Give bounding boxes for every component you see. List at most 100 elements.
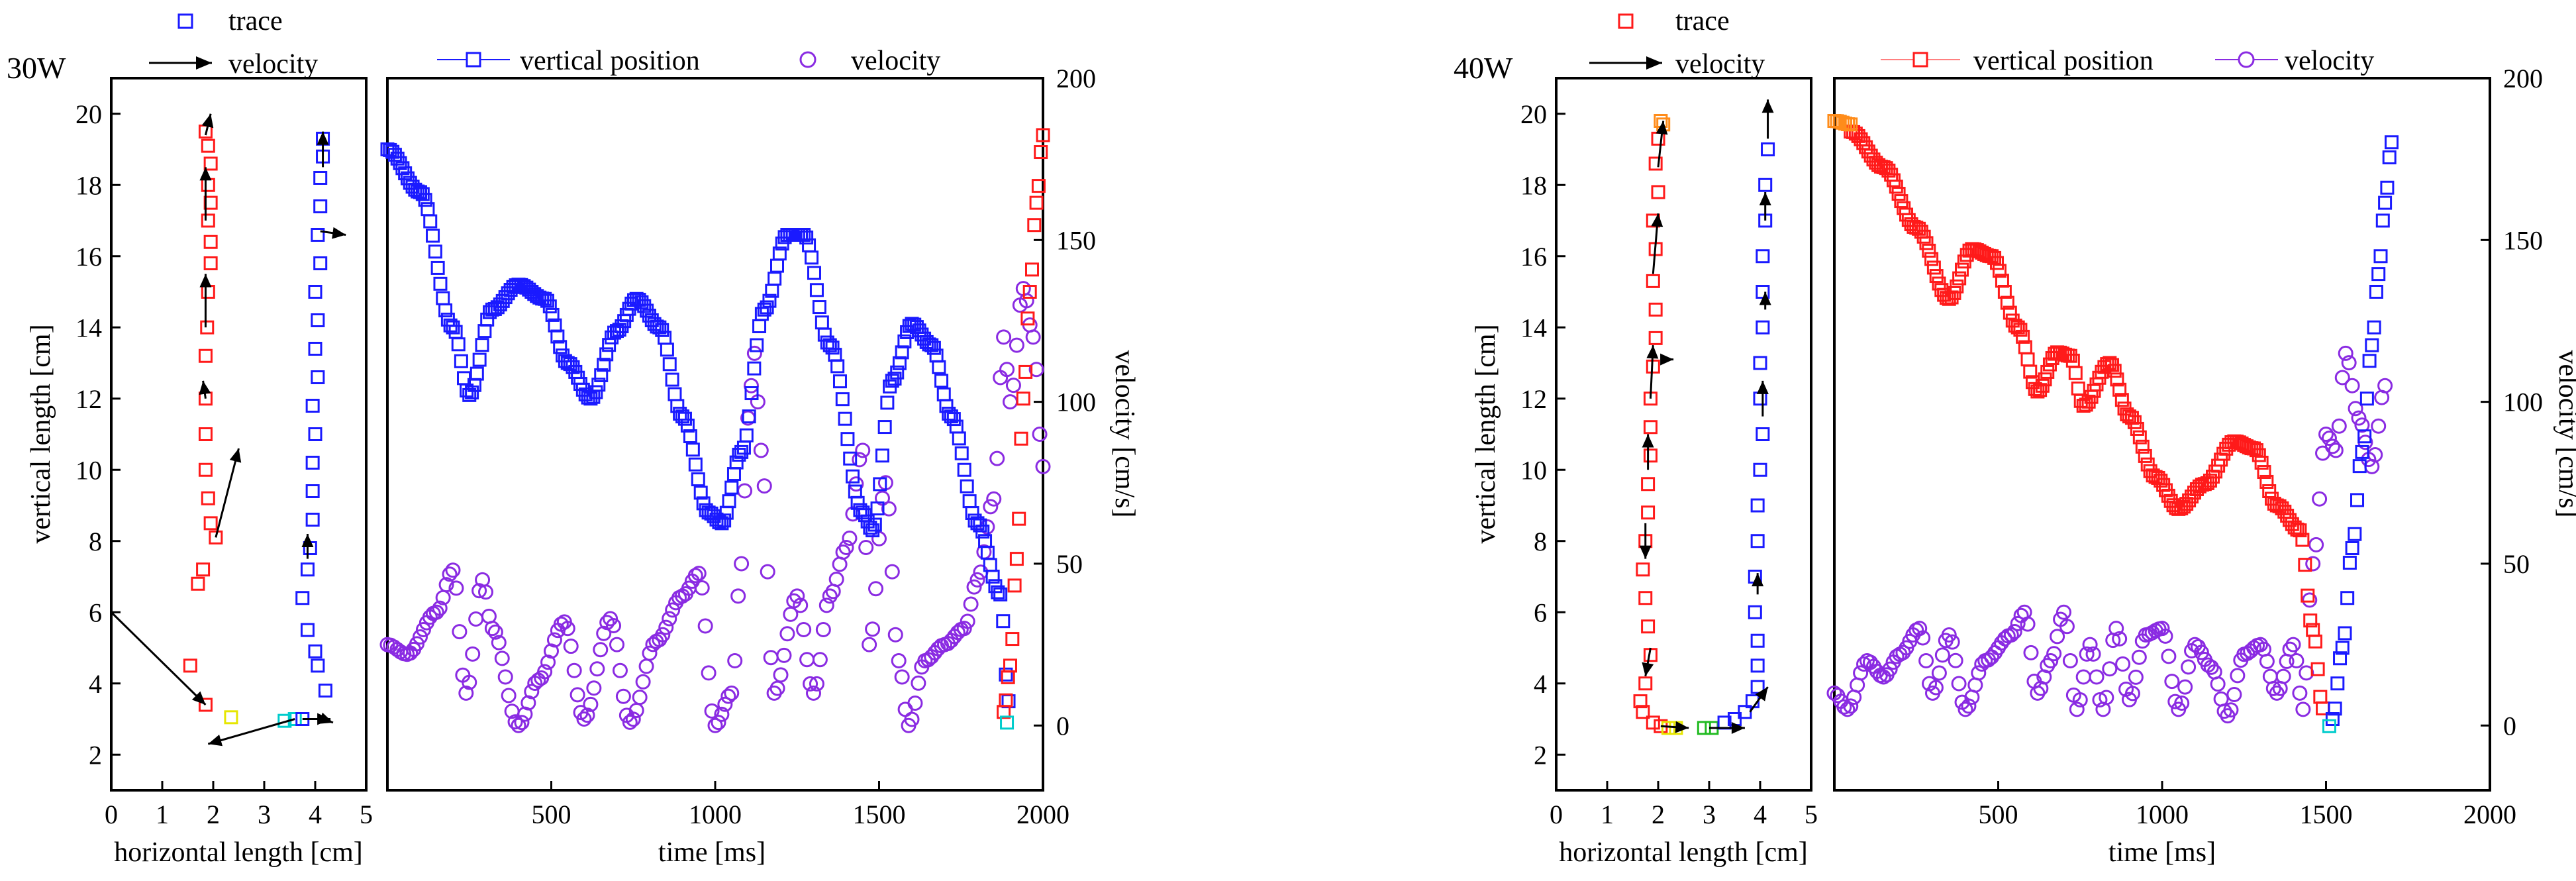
velocity-point bbox=[2354, 417, 2370, 433]
velocity-point bbox=[2046, 646, 2062, 662]
position-point bbox=[2378, 195, 2393, 210]
position-point bbox=[2257, 465, 2271, 480]
position-point bbox=[2071, 382, 2085, 396]
x-axis-ticks: 0 1 2 3 4 5 bbox=[105, 781, 373, 829]
trace-point bbox=[1750, 498, 1765, 513]
plot-frame bbox=[1555, 77, 1812, 792]
velocity-point bbox=[2230, 668, 2246, 684]
position-point bbox=[807, 266, 821, 280]
velocity-point bbox=[1028, 362, 1044, 378]
trace-point bbox=[191, 576, 205, 591]
velocity-point bbox=[855, 442, 871, 458]
position-point bbox=[475, 338, 489, 352]
position-point bbox=[680, 418, 695, 433]
trace-point bbox=[1641, 505, 1656, 520]
velocity-point bbox=[570, 687, 585, 703]
position-point bbox=[2382, 150, 2397, 165]
velocity-point bbox=[415, 621, 431, 637]
trace-point bbox=[1756, 249, 1770, 264]
velocity-point bbox=[727, 653, 743, 669]
velocity-point bbox=[583, 696, 599, 712]
trace-point bbox=[1758, 178, 1773, 192]
velocity-arrowhead bbox=[1755, 687, 1768, 701]
position-point bbox=[423, 214, 438, 229]
position-point bbox=[662, 357, 677, 372]
position-point bbox=[2107, 364, 2122, 378]
velocity-point bbox=[818, 597, 834, 613]
y-axis-ticks: 2 4 6 8 10 12 14 16 18 20 bbox=[1520, 99, 1565, 770]
y-tick-label: 2 bbox=[89, 740, 102, 770]
velocity-arrowhead bbox=[1759, 291, 1771, 305]
position-point bbox=[892, 356, 907, 370]
velocity-point bbox=[497, 669, 513, 685]
position-point bbox=[1922, 243, 1936, 258]
velocity-point bbox=[2085, 646, 2101, 662]
velocity-point bbox=[858, 540, 874, 556]
position-point bbox=[1022, 285, 1037, 299]
velocity-point bbox=[911, 675, 926, 691]
velocity-point bbox=[662, 611, 677, 627]
velocity-arrowhead bbox=[317, 131, 329, 145]
velocity-point bbox=[793, 597, 809, 613]
velocity-arrowhead bbox=[208, 734, 223, 747]
legend-trace-label: trace bbox=[1675, 6, 1730, 36]
position-point bbox=[2375, 213, 2390, 228]
velocity-point bbox=[2043, 653, 2059, 669]
velocity-point bbox=[537, 664, 553, 680]
position-point bbox=[668, 387, 682, 401]
position-point bbox=[954, 446, 969, 460]
trace-markers bbox=[1633, 114, 1775, 735]
legend-trace-label: trace bbox=[228, 6, 283, 36]
power-label-30w: 30W bbox=[7, 51, 66, 85]
velocity-point bbox=[589, 661, 605, 677]
position-point bbox=[2357, 429, 2372, 444]
plot-frame bbox=[386, 77, 1044, 792]
velocity-arrowhead bbox=[229, 448, 242, 463]
position-point bbox=[1955, 262, 1969, 277]
position-point bbox=[838, 411, 852, 426]
position-point bbox=[430, 260, 445, 275]
position-point bbox=[597, 358, 611, 372]
trace-point bbox=[1641, 477, 1656, 492]
legend-position-marker bbox=[1912, 52, 1928, 68]
x-tick-label: 5 bbox=[1805, 800, 1818, 829]
velocity-point bbox=[2338, 345, 2353, 361]
position-point bbox=[2038, 372, 2052, 387]
velocity-point bbox=[2181, 659, 2197, 675]
position-point bbox=[2322, 719, 2336, 733]
position-point bbox=[867, 517, 882, 532]
velocity-point bbox=[701, 665, 717, 681]
position-point bbox=[985, 570, 1000, 584]
position-point bbox=[722, 494, 736, 509]
position-point bbox=[2132, 430, 2147, 444]
trace-point bbox=[311, 370, 325, 384]
x-axis-label: time [ms] bbox=[658, 837, 766, 868]
trace-point bbox=[198, 698, 213, 712]
trace-point bbox=[313, 256, 328, 270]
x-tick-label: 4 bbox=[1754, 800, 1767, 829]
position-point bbox=[418, 193, 432, 207]
velocity-point bbox=[956, 621, 972, 637]
position-point bbox=[715, 516, 729, 531]
velocity-point bbox=[746, 345, 762, 361]
velocity-point bbox=[973, 564, 989, 580]
velocity-arrowhead bbox=[1731, 721, 1745, 734]
position-point bbox=[691, 472, 705, 487]
velocity-point bbox=[507, 714, 523, 730]
trace-point bbox=[1638, 591, 1653, 605]
legend-position-marker bbox=[466, 52, 481, 68]
position-point bbox=[1977, 246, 1991, 261]
position-point bbox=[752, 319, 767, 334]
velocity-point bbox=[544, 643, 559, 659]
velocity-point bbox=[481, 608, 497, 624]
position-point bbox=[655, 323, 669, 337]
y-tick-label: 20 bbox=[1520, 99, 1547, 129]
position-point bbox=[2068, 366, 2083, 380]
position-point bbox=[2338, 626, 2352, 641]
velocity-point bbox=[803, 676, 818, 692]
position-point bbox=[436, 291, 450, 305]
trace-point bbox=[308, 285, 322, 299]
right-axis-ticks: 0 50 100 150 200 bbox=[1034, 64, 1096, 741]
y-tick-label: 18 bbox=[75, 170, 102, 200]
position-point bbox=[962, 494, 977, 509]
